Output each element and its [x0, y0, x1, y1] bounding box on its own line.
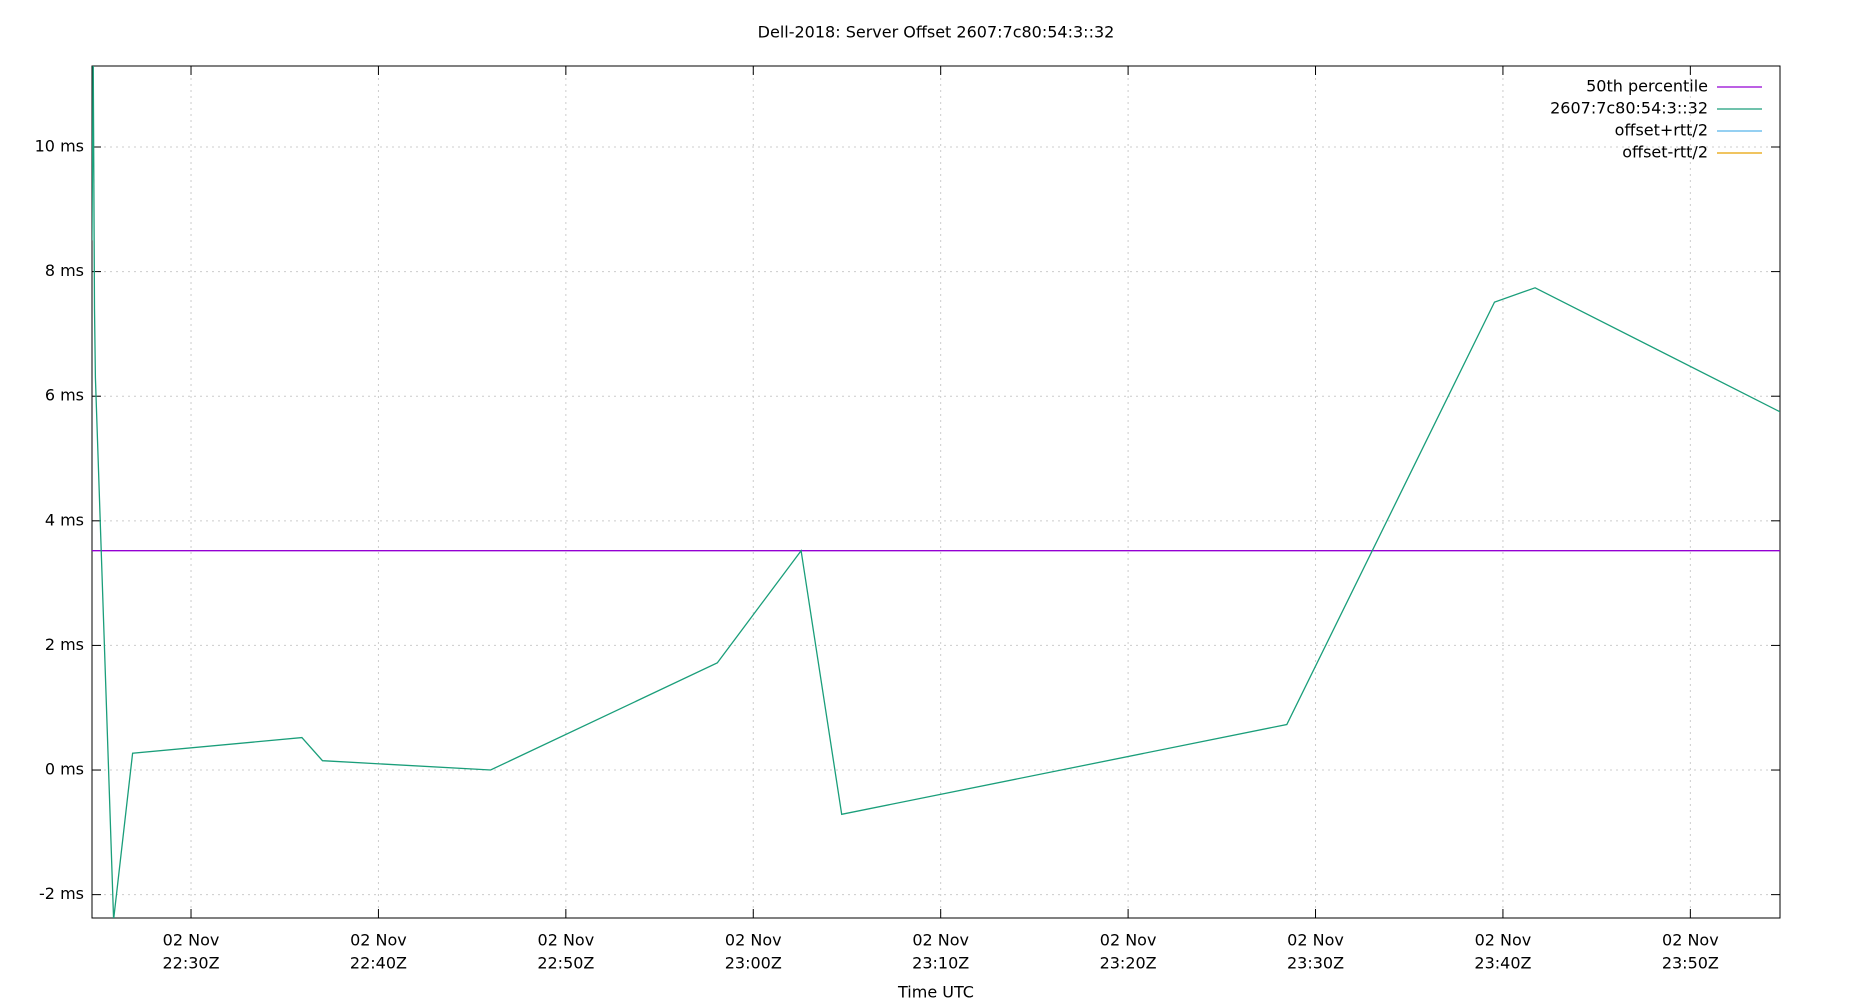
x-tick-label: 02 Nov: [350, 931, 407, 950]
chart-title: Dell-2018: Server Offset 2607:7c80:54:3:…: [758, 23, 1115, 42]
x-axis-label: Time UTC: [897, 983, 974, 1000]
x-tick-label: 23:00Z: [725, 954, 782, 973]
x-tick-label: 23:50Z: [1662, 954, 1719, 973]
legend-label: offset-rtt/2: [1622, 143, 1708, 162]
x-tick-label: 02 Nov: [1287, 931, 1344, 950]
x-tick-label: 23:10Z: [912, 954, 969, 973]
x-tick-label: 02 Nov: [912, 931, 969, 950]
x-tick-label: 02 Nov: [163, 931, 220, 950]
x-tick-label: 02 Nov: [538, 931, 595, 950]
x-tick-label: 23:20Z: [1100, 954, 1157, 973]
y-tick-label: 4 ms: [45, 510, 84, 529]
x-tick-label: 02 Nov: [1100, 931, 1157, 950]
series-line: [92, 66, 1780, 918]
y-tick-label: -2 ms: [39, 884, 84, 903]
x-tick-label: 02 Nov: [725, 931, 782, 950]
y-tick-label: 2 ms: [45, 635, 84, 654]
x-tick-label: 23:30Z: [1287, 954, 1344, 973]
legend-label: offset+rtt/2: [1615, 121, 1708, 140]
y-tick-label: 6 ms: [45, 386, 84, 405]
y-tick-label: 8 ms: [45, 261, 84, 280]
x-tick-label: 22:50Z: [537, 954, 594, 973]
y-tick-label: 0 ms: [45, 760, 84, 779]
plot-frame: [91, 65, 1781, 919]
y-tick-label: 10 ms: [35, 136, 84, 155]
x-tick-label: 02 Nov: [1662, 931, 1719, 950]
x-tick-label: 22:40Z: [350, 954, 407, 973]
legend-label: 50th percentile: [1586, 77, 1708, 96]
x-tick-label: 22:30Z: [162, 954, 219, 973]
x-tick-label: 23:40Z: [1474, 954, 1531, 973]
x-tick-label: 02 Nov: [1475, 931, 1532, 950]
legend-label: 2607:7c80:54:3::32: [1550, 99, 1708, 118]
